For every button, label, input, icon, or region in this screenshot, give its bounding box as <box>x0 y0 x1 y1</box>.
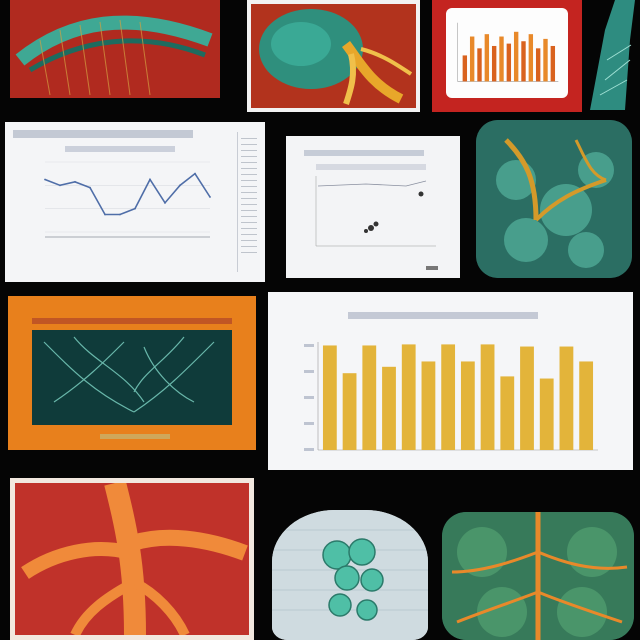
fern-illustration <box>10 0 220 98</box>
bar-y-tick <box>304 396 314 399</box>
small-bar <box>491 45 497 82</box>
small-bar <box>477 48 482 82</box>
bar <box>322 345 337 450</box>
line-point <box>179 184 181 187</box>
orange-vessel-card <box>10 478 254 640</box>
line-chart-subtitle-bar <box>65 146 175 152</box>
small-bar <box>462 55 468 82</box>
bar <box>342 373 357 450</box>
line-chart <box>44 161 211 238</box>
line-chart-side-ruler <box>237 132 260 272</box>
line-series <box>44 172 211 216</box>
bar <box>421 361 436 450</box>
branching-vessel-tile <box>442 512 634 640</box>
bar-y-tick <box>304 344 314 347</box>
line-chart-card <box>5 122 265 282</box>
small-bar <box>513 31 519 82</box>
small-bar <box>521 41 526 82</box>
small-chart-card <box>432 0 582 112</box>
small-bar <box>528 34 534 82</box>
bar <box>539 378 554 450</box>
textured-organ-tile <box>476 120 632 278</box>
line-point <box>59 184 61 187</box>
line-point <box>194 172 196 175</box>
small-bar <box>469 36 475 82</box>
bar-chart-title-bar <box>348 312 538 319</box>
lung-specimen-card <box>247 0 420 112</box>
teal-hand-illustration <box>585 0 640 110</box>
vein-network-illustration <box>32 330 232 439</box>
small-bar <box>484 34 490 82</box>
scatter-chart <box>315 164 438 270</box>
bar <box>382 366 396 450</box>
fern-illustration-card <box>10 0 220 98</box>
bar-chart <box>304 342 598 451</box>
small-bar <box>543 38 548 82</box>
bar <box>480 344 495 450</box>
line-point <box>209 196 211 198</box>
line-point <box>44 178 46 181</box>
bar-y-tick <box>304 370 314 373</box>
bar <box>520 346 534 450</box>
line-point <box>119 213 121 216</box>
line-point <box>134 207 136 210</box>
bar <box>500 376 515 450</box>
line-point <box>74 180 76 183</box>
bar-chart-card <box>268 292 633 470</box>
bar <box>579 361 594 450</box>
scatter-chart-card <box>286 136 460 278</box>
bar-y-tick <box>304 422 314 425</box>
small-bar <box>550 45 556 82</box>
small-bar <box>506 43 512 82</box>
line-chart-title-bar <box>13 130 193 138</box>
small-bar <box>499 36 504 82</box>
bar <box>460 361 475 450</box>
bar <box>362 345 377 450</box>
line-point <box>149 178 151 181</box>
bar <box>401 344 416 450</box>
vein-network-card <box>8 296 256 450</box>
bar <box>559 346 574 450</box>
line-point <box>104 213 106 216</box>
cell-cluster-tile <box>272 510 428 640</box>
small-bar <box>535 48 541 82</box>
line-point <box>89 186 91 189</box>
orange-vessel-illustration <box>15 483 249 635</box>
bar-y-tick <box>304 448 314 451</box>
line-point <box>164 201 166 204</box>
lung-specimen-illustration <box>251 4 416 108</box>
small-bar-chart <box>457 22 559 82</box>
bar <box>441 344 456 450</box>
